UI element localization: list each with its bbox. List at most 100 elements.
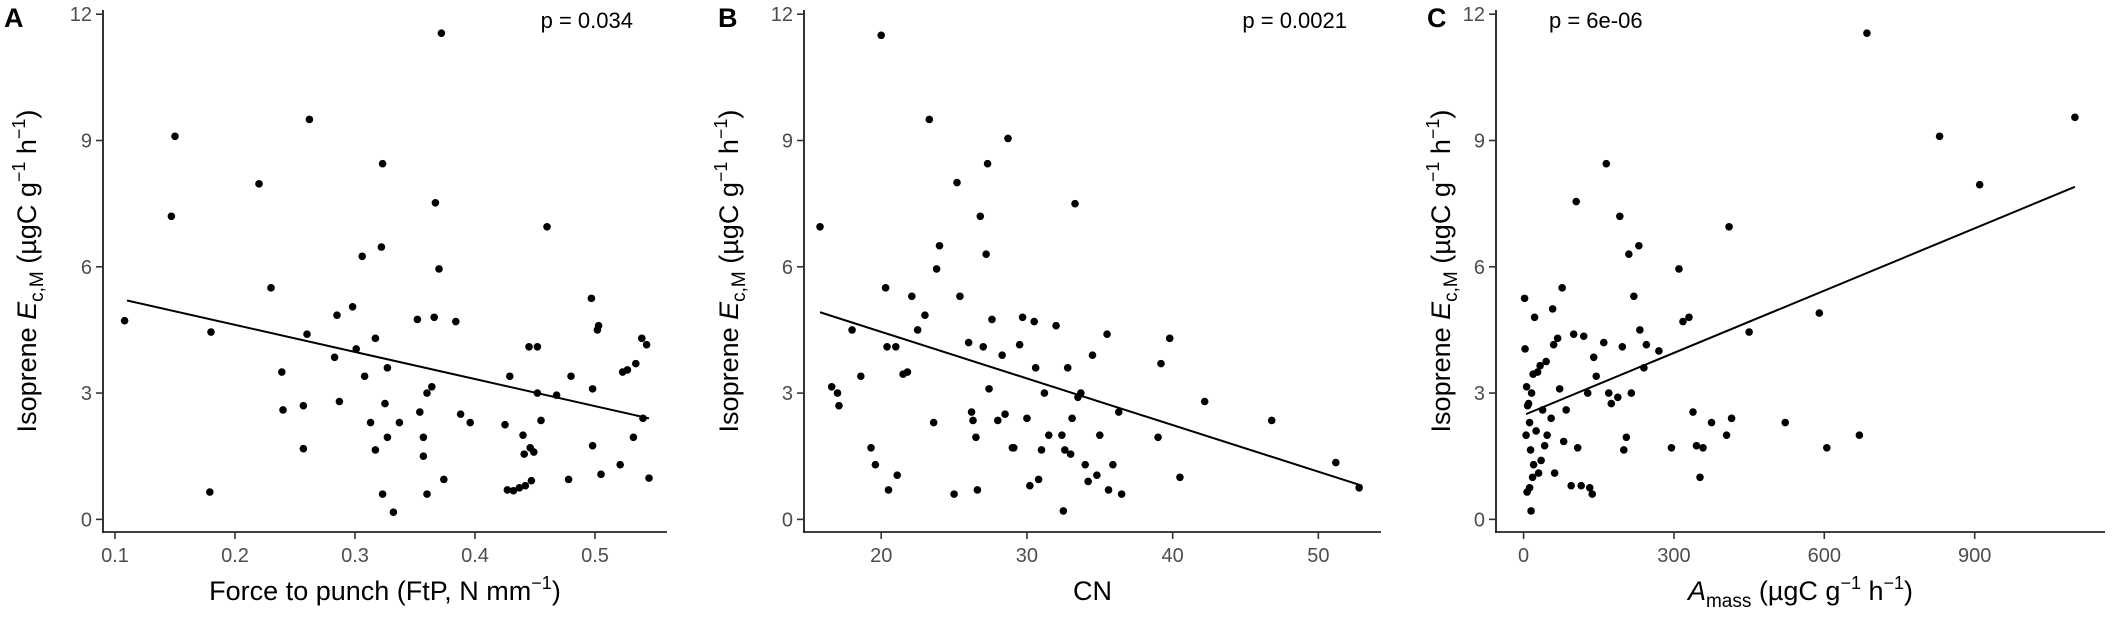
data-point (1104, 486, 1113, 494)
data-point (1059, 507, 1068, 515)
data-point (1355, 483, 1363, 492)
data-point (1176, 473, 1184, 482)
data-point (167, 212, 176, 221)
data-point (976, 212, 985, 221)
data-point (985, 385, 993, 393)
data-point (279, 406, 287, 414)
x-tick-label: 0 (1518, 545, 1529, 567)
data-point (1630, 292, 1638, 301)
data-point (1114, 408, 1123, 416)
data-point (1537, 456, 1545, 465)
y-title-text: h (714, 139, 744, 162)
x-tick-label: 0.4 (461, 545, 489, 567)
data-point (1642, 340, 1651, 349)
data-point (1058, 431, 1066, 439)
y-title-text: Isoprene (1426, 320, 1456, 433)
x-title-text: ) (552, 576, 561, 606)
y-title-text: ) (1426, 110, 1456, 119)
regression-line (1525, 185, 2076, 416)
data-point (639, 414, 647, 423)
data-point (883, 342, 891, 351)
x-tick-label: 300 (1657, 545, 1690, 567)
y-tick-label: 3 (782, 383, 793, 405)
data-point (1103, 330, 1111, 338)
data-point (1095, 431, 1104, 439)
data-point (383, 433, 392, 442)
data-point (1667, 444, 1676, 452)
y-title-subscript: c,M (1441, 271, 1462, 302)
data-point (1579, 332, 1588, 341)
data-point (440, 475, 448, 484)
data-point (378, 159, 387, 168)
x-tick-label: 0.3 (341, 545, 369, 567)
y-title-superscript: −1 (1423, 162, 1443, 183)
chart-panel-c: 0 3 6 9 12 0 300 600 900 C p = 6e-06 Isoprene Ec,M … (1423, 3, 2105, 612)
x-tick-label: 0.2 (221, 545, 249, 567)
data-point (903, 368, 912, 376)
y-title-superscript: −1 (9, 162, 29, 183)
y-tick-label: 9 (81, 131, 92, 153)
data-point (1553, 334, 1562, 343)
data-point (389, 508, 398, 517)
y-axis-title: Isoprene Ec,M (µgC g−1 h−1) (9, 110, 48, 433)
data-point (1548, 305, 1557, 313)
data-point (1640, 364, 1648, 372)
data-point (1010, 444, 1018, 452)
y-tick-label: 3 (81, 383, 92, 405)
data-point (333, 311, 341, 320)
data-point (1781, 418, 1790, 427)
data-point (1040, 389, 1049, 397)
data-point (597, 470, 605, 479)
data-point (1696, 473, 1704, 482)
data-point (1549, 340, 1558, 349)
data-point (929, 418, 938, 427)
x-axis-title: Force to punch (FtP, N mm−1) (209, 573, 561, 606)
data-point (419, 433, 428, 442)
data-point (564, 475, 573, 484)
panel-label: B (718, 3, 738, 33)
data-point (452, 317, 460, 326)
data-point (543, 222, 551, 231)
data-point (921, 311, 929, 320)
data-point (506, 372, 514, 381)
data-point (1855, 431, 1864, 439)
data-point (1607, 399, 1616, 408)
data-point (979, 342, 988, 351)
data-point (395, 418, 404, 427)
data-point (1567, 481, 1575, 490)
data-point (1975, 180, 1984, 189)
data-point (1529, 460, 1538, 469)
data-point (1692, 441, 1701, 450)
data-point (1157, 359, 1165, 368)
data-point (1023, 414, 1031, 423)
x-title-text: (µgC g (1751, 576, 1840, 606)
x-title-text: ) (1904, 576, 1913, 606)
data-point (303, 330, 311, 338)
data-point (456, 410, 465, 418)
data-point (537, 416, 545, 425)
data-point (1061, 446, 1069, 454)
data-point (983, 159, 992, 168)
data-point (1707, 418, 1716, 427)
data-point (2071, 113, 2079, 122)
data-point (1572, 197, 1580, 206)
data-point (969, 416, 977, 425)
data-point (419, 452, 428, 461)
y-title-symbol: E (714, 301, 744, 320)
data-point (1558, 284, 1566, 292)
data-point (1522, 382, 1531, 391)
y-title-superscript: −1 (711, 162, 731, 183)
y-title-symbol: E (12, 301, 42, 320)
data-point (1569, 330, 1578, 338)
data-point (1604, 389, 1613, 397)
y-tick-label: 3 (1474, 383, 1485, 405)
x-title-text: CN (1073, 576, 1112, 606)
data-point (1550, 469, 1559, 477)
data-point (1725, 222, 1733, 231)
data-point (1689, 408, 1697, 416)
data-point (378, 490, 387, 498)
data-point (587, 294, 596, 303)
data-point (1727, 414, 1736, 423)
data-point (925, 115, 934, 124)
data-point (964, 338, 973, 347)
